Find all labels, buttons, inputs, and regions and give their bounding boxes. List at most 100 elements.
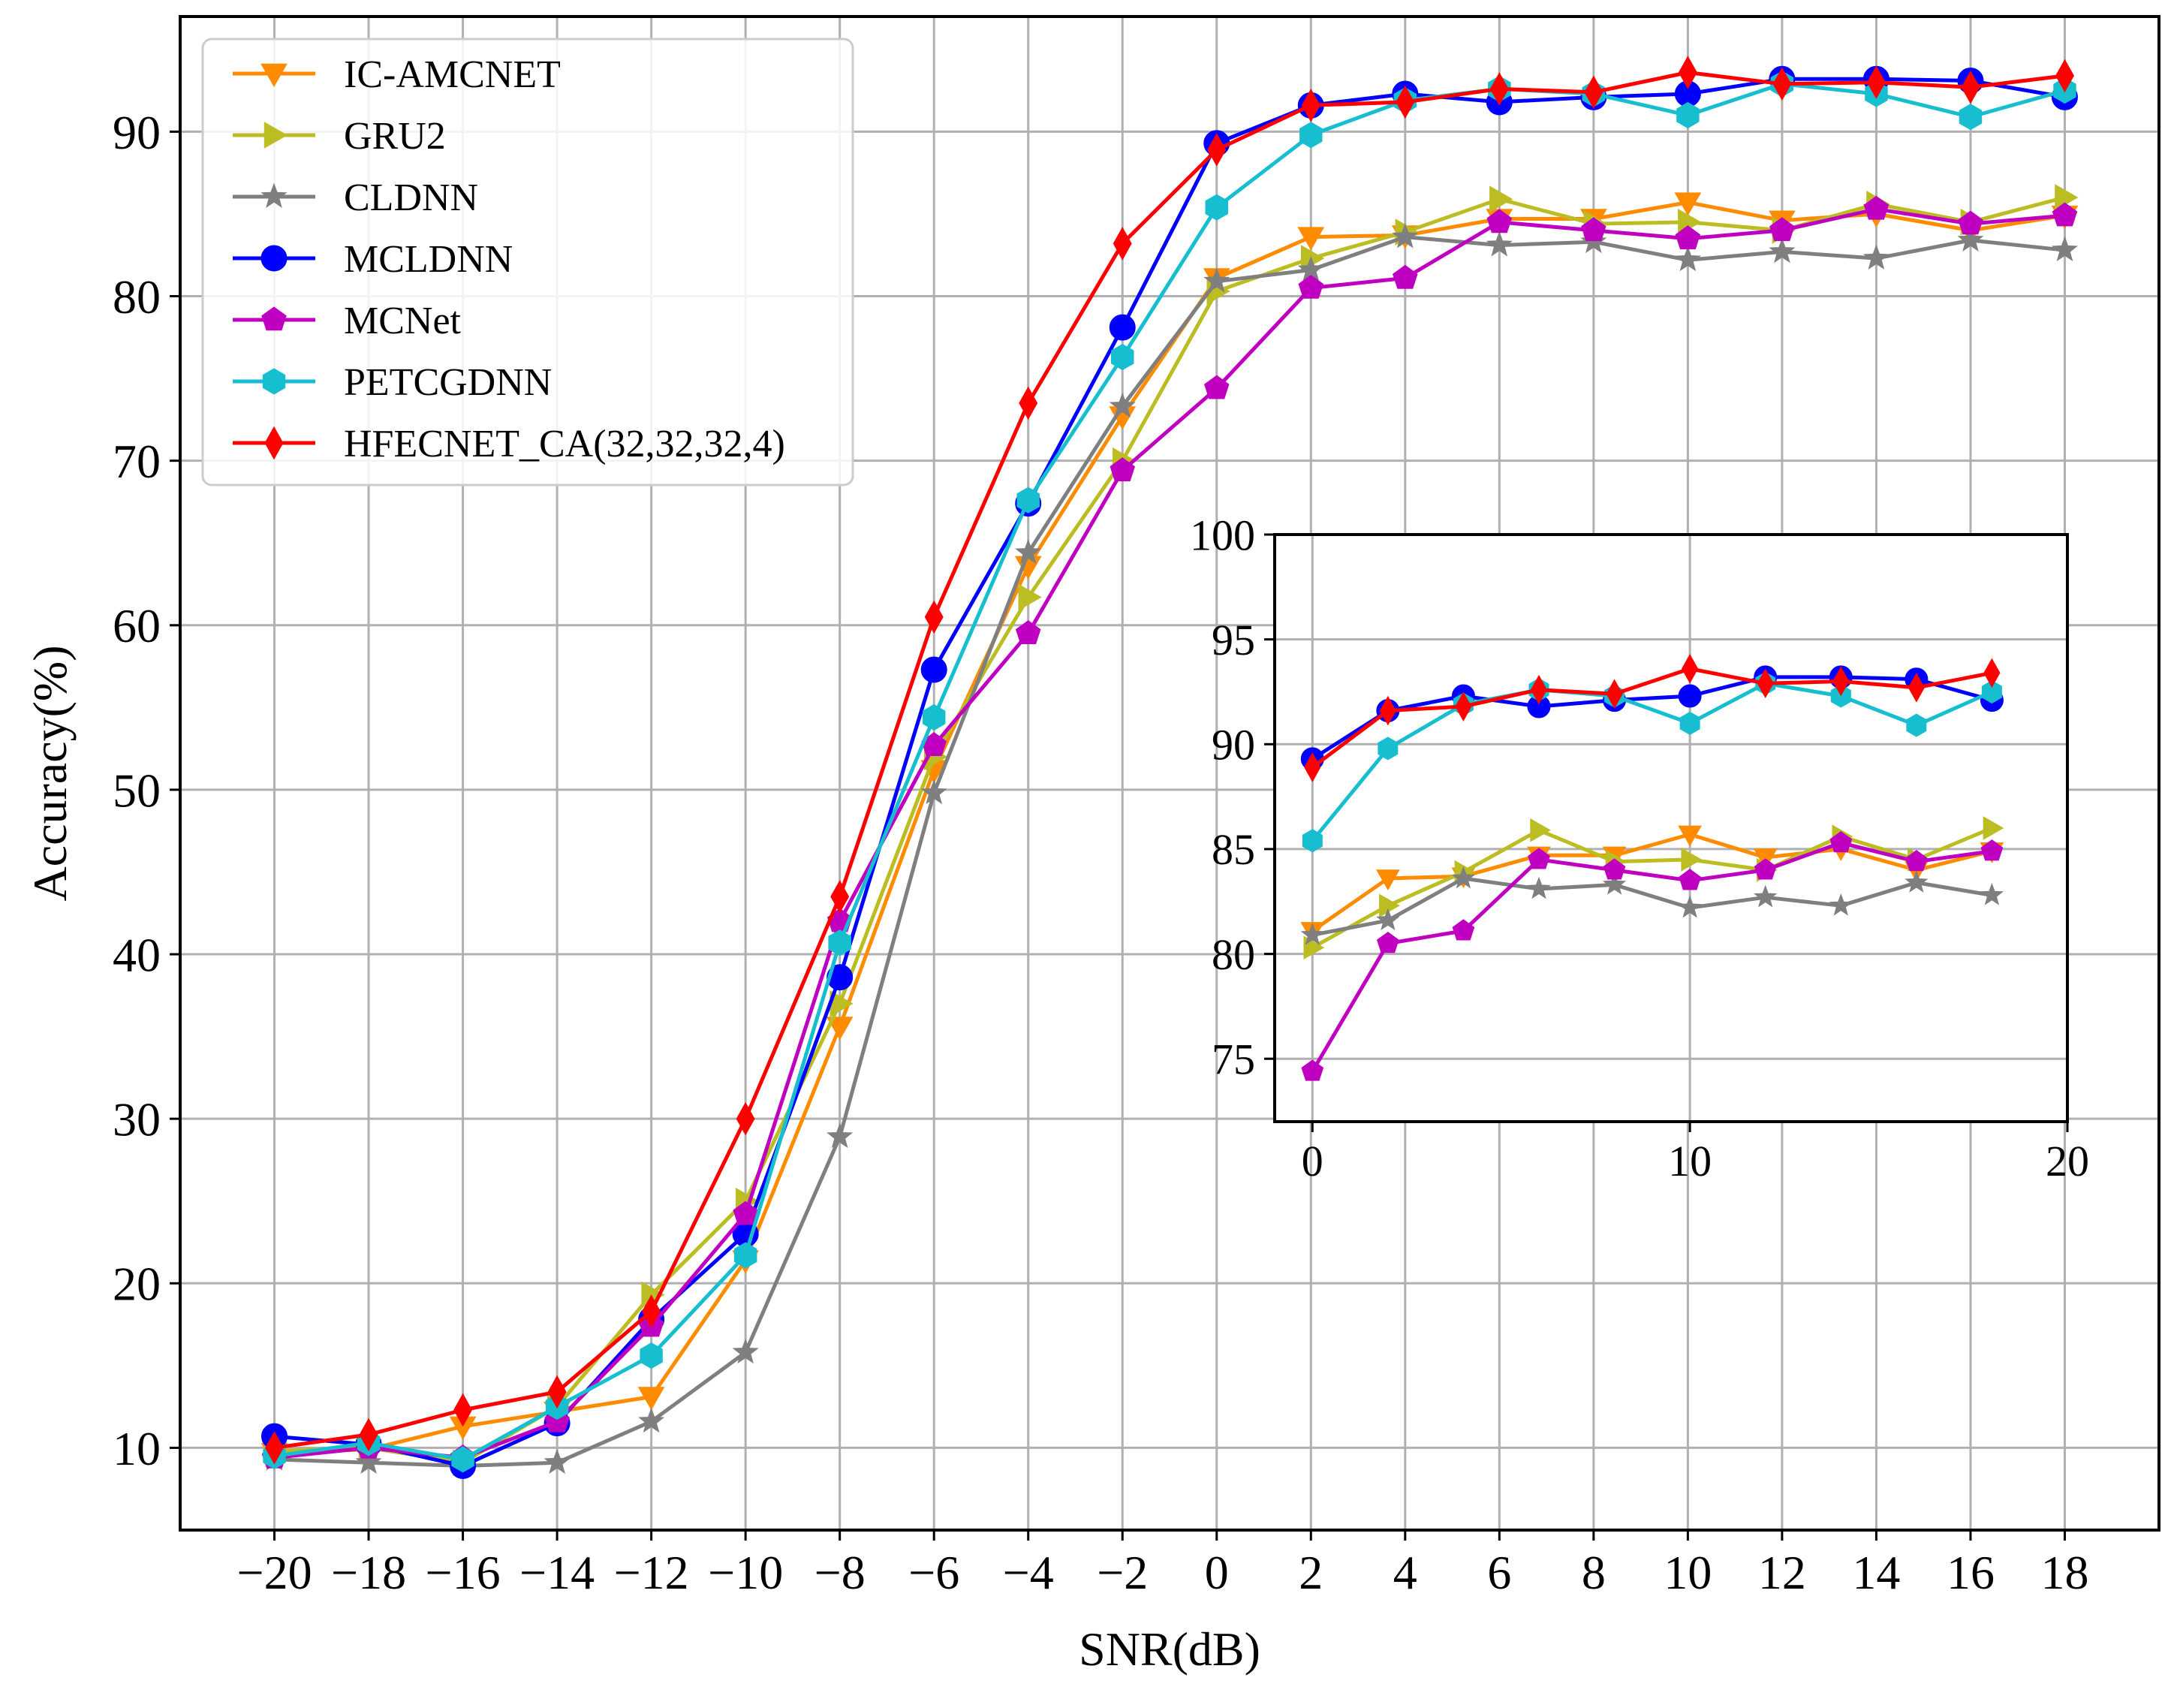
main-x-tick-label: −18 [331, 1546, 406, 1599]
main-x-tick-label: 4 [1393, 1546, 1417, 1599]
main-point-hfecnet-ca-32-32-32-4 [1019, 386, 1038, 420]
main-point-hfecnet-ca-32-32-32-4 [1961, 70, 1980, 104]
legend-marker-mcldnn [260, 245, 288, 272]
main-x-tick-label: −16 [426, 1546, 501, 1599]
main-point-mcnet [1110, 457, 1135, 482]
main-point-mcnet [1015, 620, 1041, 644]
main-plot-frame [179, 15, 2160, 1532]
inset-point-mcnet [1528, 848, 1550, 869]
main-x-tick-label: −4 [1003, 1546, 1054, 1599]
main-point-cldnn [1957, 226, 1984, 252]
main-y-tick-label: 50 [113, 764, 161, 817]
main-x-tick-label: 6 [1487, 1546, 1511, 1599]
main-point-ic-amcnet [637, 1387, 665, 1411]
main-y-tick-label: 80 [113, 270, 161, 324]
main-point-mcnet [1393, 264, 1418, 289]
main-point-hfecnet-ca-32-32-32-4 [1113, 227, 1132, 261]
main-y-tick-label: 10 [113, 1422, 161, 1475]
inset-point-petcgdnn [1981, 679, 2002, 704]
main-x-tick-label: 14 [1852, 1546, 1900, 1599]
main-series-cldnn [261, 223, 2078, 1478]
legend-entry-ic-amcnet: IC-AMCNET [233, 53, 561, 96]
legend-frame [201, 38, 854, 486]
main-point-mcnet [2052, 202, 2078, 227]
legend-entry-mcnet: MCNet [233, 300, 462, 342]
legend-label-cldnn: CLDNN [344, 176, 478, 219]
inset-series-cldnn [1300, 866, 2004, 945]
inset-axis-ticks: 0 10 20 75 80 85 90 95 100 [1190, 511, 2089, 1185]
inset-y-tick-label: 85 [1212, 825, 1255, 874]
main-point-cldnn [1109, 392, 1136, 418]
inset-point-gru2 [1681, 848, 1703, 872]
inset-point-cldnn [1678, 895, 1702, 918]
inset-point-hfecnet-ca-32-32-32-4 [1379, 695, 1396, 726]
inset-line-gru2 [1311, 826, 1993, 950]
inset-series-layer [1300, 653, 2004, 1081]
inset-chart: 0 10 20 75 80 85 90 95 100 [1190, 511, 2089, 1185]
inset-point-cldnn [1602, 872, 1627, 895]
inset-point-mcnet [1301, 1059, 1324, 1081]
inset-point-hfecnet-ca-32-32-32-4 [1757, 668, 1774, 699]
main-x-tick-label: 16 [1947, 1546, 1995, 1599]
main-point-mcldnn [827, 964, 854, 991]
main-point-mcnet [1958, 210, 1983, 235]
main-point-petcgdnn [1299, 122, 1323, 149]
inset-point-cldnn [1376, 908, 1400, 931]
inset-point-petcgdnn [1302, 829, 1323, 853]
inset-series-mcnet [1301, 830, 2004, 1081]
inset-point-hfecnet-ca-32-32-32-4 [1682, 653, 1699, 684]
main-point-petcgdnn [828, 929, 851, 956]
legend-label-mcnet: MCNet [344, 300, 462, 342]
main-point-hfecnet-ca-32-32-32-4 [1678, 56, 1697, 89]
inset-line-mcnet [1311, 841, 1992, 1073]
main-axis-ticks: −20 −18 −16 −14 −12 −10 −8 −6 −4 −2 0 2 4 6 8 10 12 14 16 1… [113, 106, 2088, 1599]
main-point-cldnn [2051, 236, 2078, 262]
legend: IC-AMCNET GRU2 CLDNN MCLDNN MCNet PETCGDNN HFE… [201, 38, 854, 486]
main-point-hfecnet-ca-32-32-32-4 [1866, 65, 1886, 99]
main-x-tick-label: 12 [1758, 1546, 1806, 1599]
inset-line-mcldnn [1311, 675, 1993, 761]
main-y-tick-label: 60 [113, 599, 161, 652]
inset-point-petcgdnn [1378, 737, 1399, 761]
legend-label-gru2: GRU2 [344, 115, 446, 158]
main-line-gru2 [274, 195, 2066, 1465]
inset-line-petcgdnn [1311, 681, 1993, 842]
inset-point-gru2 [1983, 816, 2004, 840]
main-point-cldnn [1486, 231, 1513, 257]
main-point-hfecnet-ca-32-32-32-4 [1396, 85, 1415, 119]
main-point-petcgdnn [1676, 101, 1700, 129]
inset-series-hfecnet-ca-32-32-32-4 [1304, 653, 2001, 782]
inset-point-cldnn [1754, 884, 1778, 908]
inset-point-mcnet [1754, 858, 1777, 880]
main-point-petcgdnn [733, 1242, 757, 1269]
main-point-hfecnet-ca-32-32-32-4 [1207, 133, 1227, 167]
inset-line-ic-amcnet [1311, 832, 1993, 932]
main-series-petcgdnn [263, 71, 2076, 1473]
main-point-cldnn [920, 779, 947, 805]
main-x-tick-label: 18 [2040, 1546, 2088, 1599]
inset-point-mcnet [1603, 858, 1626, 880]
main-point-mcldnn [920, 656, 947, 683]
legend-entry-gru2: GRU2 [233, 115, 446, 158]
main-point-ic-amcnet [1674, 192, 1702, 216]
legend-marker-cldnn [260, 182, 288, 208]
inset-x-tick-label: 20 [2046, 1137, 2089, 1185]
main-point-hfecnet-ca-32-32-32-4 [642, 1294, 661, 1328]
main-x-tick-label: 2 [1299, 1546, 1323, 1599]
main-point-cldnn [544, 1448, 571, 1475]
main-point-petcgdnn [923, 703, 946, 731]
inset-point-gru2 [1379, 893, 1400, 918]
main-y-tick-label: 20 [113, 1258, 161, 1311]
inset-y-tick-label: 100 [1190, 511, 1255, 559]
main-point-hfecnet-ca-32-32-32-4 [1772, 67, 1792, 101]
legend-marker-petcgdnn [262, 368, 286, 395]
main-point-cldnn [1015, 538, 1042, 565]
inset-point-mcnet [1679, 869, 1701, 890]
inset-point-hfecnet-ca-32-32-32-4 [1832, 666, 1850, 697]
inset-point-cldnn [1829, 893, 1853, 916]
inset-point-mcldnn [1678, 684, 1702, 708]
main-point-cldnn [827, 1122, 854, 1149]
inset-y-tick-label: 75 [1212, 1035, 1255, 1084]
main-point-hfecnet-ca-32-32-32-4 [453, 1393, 473, 1427]
